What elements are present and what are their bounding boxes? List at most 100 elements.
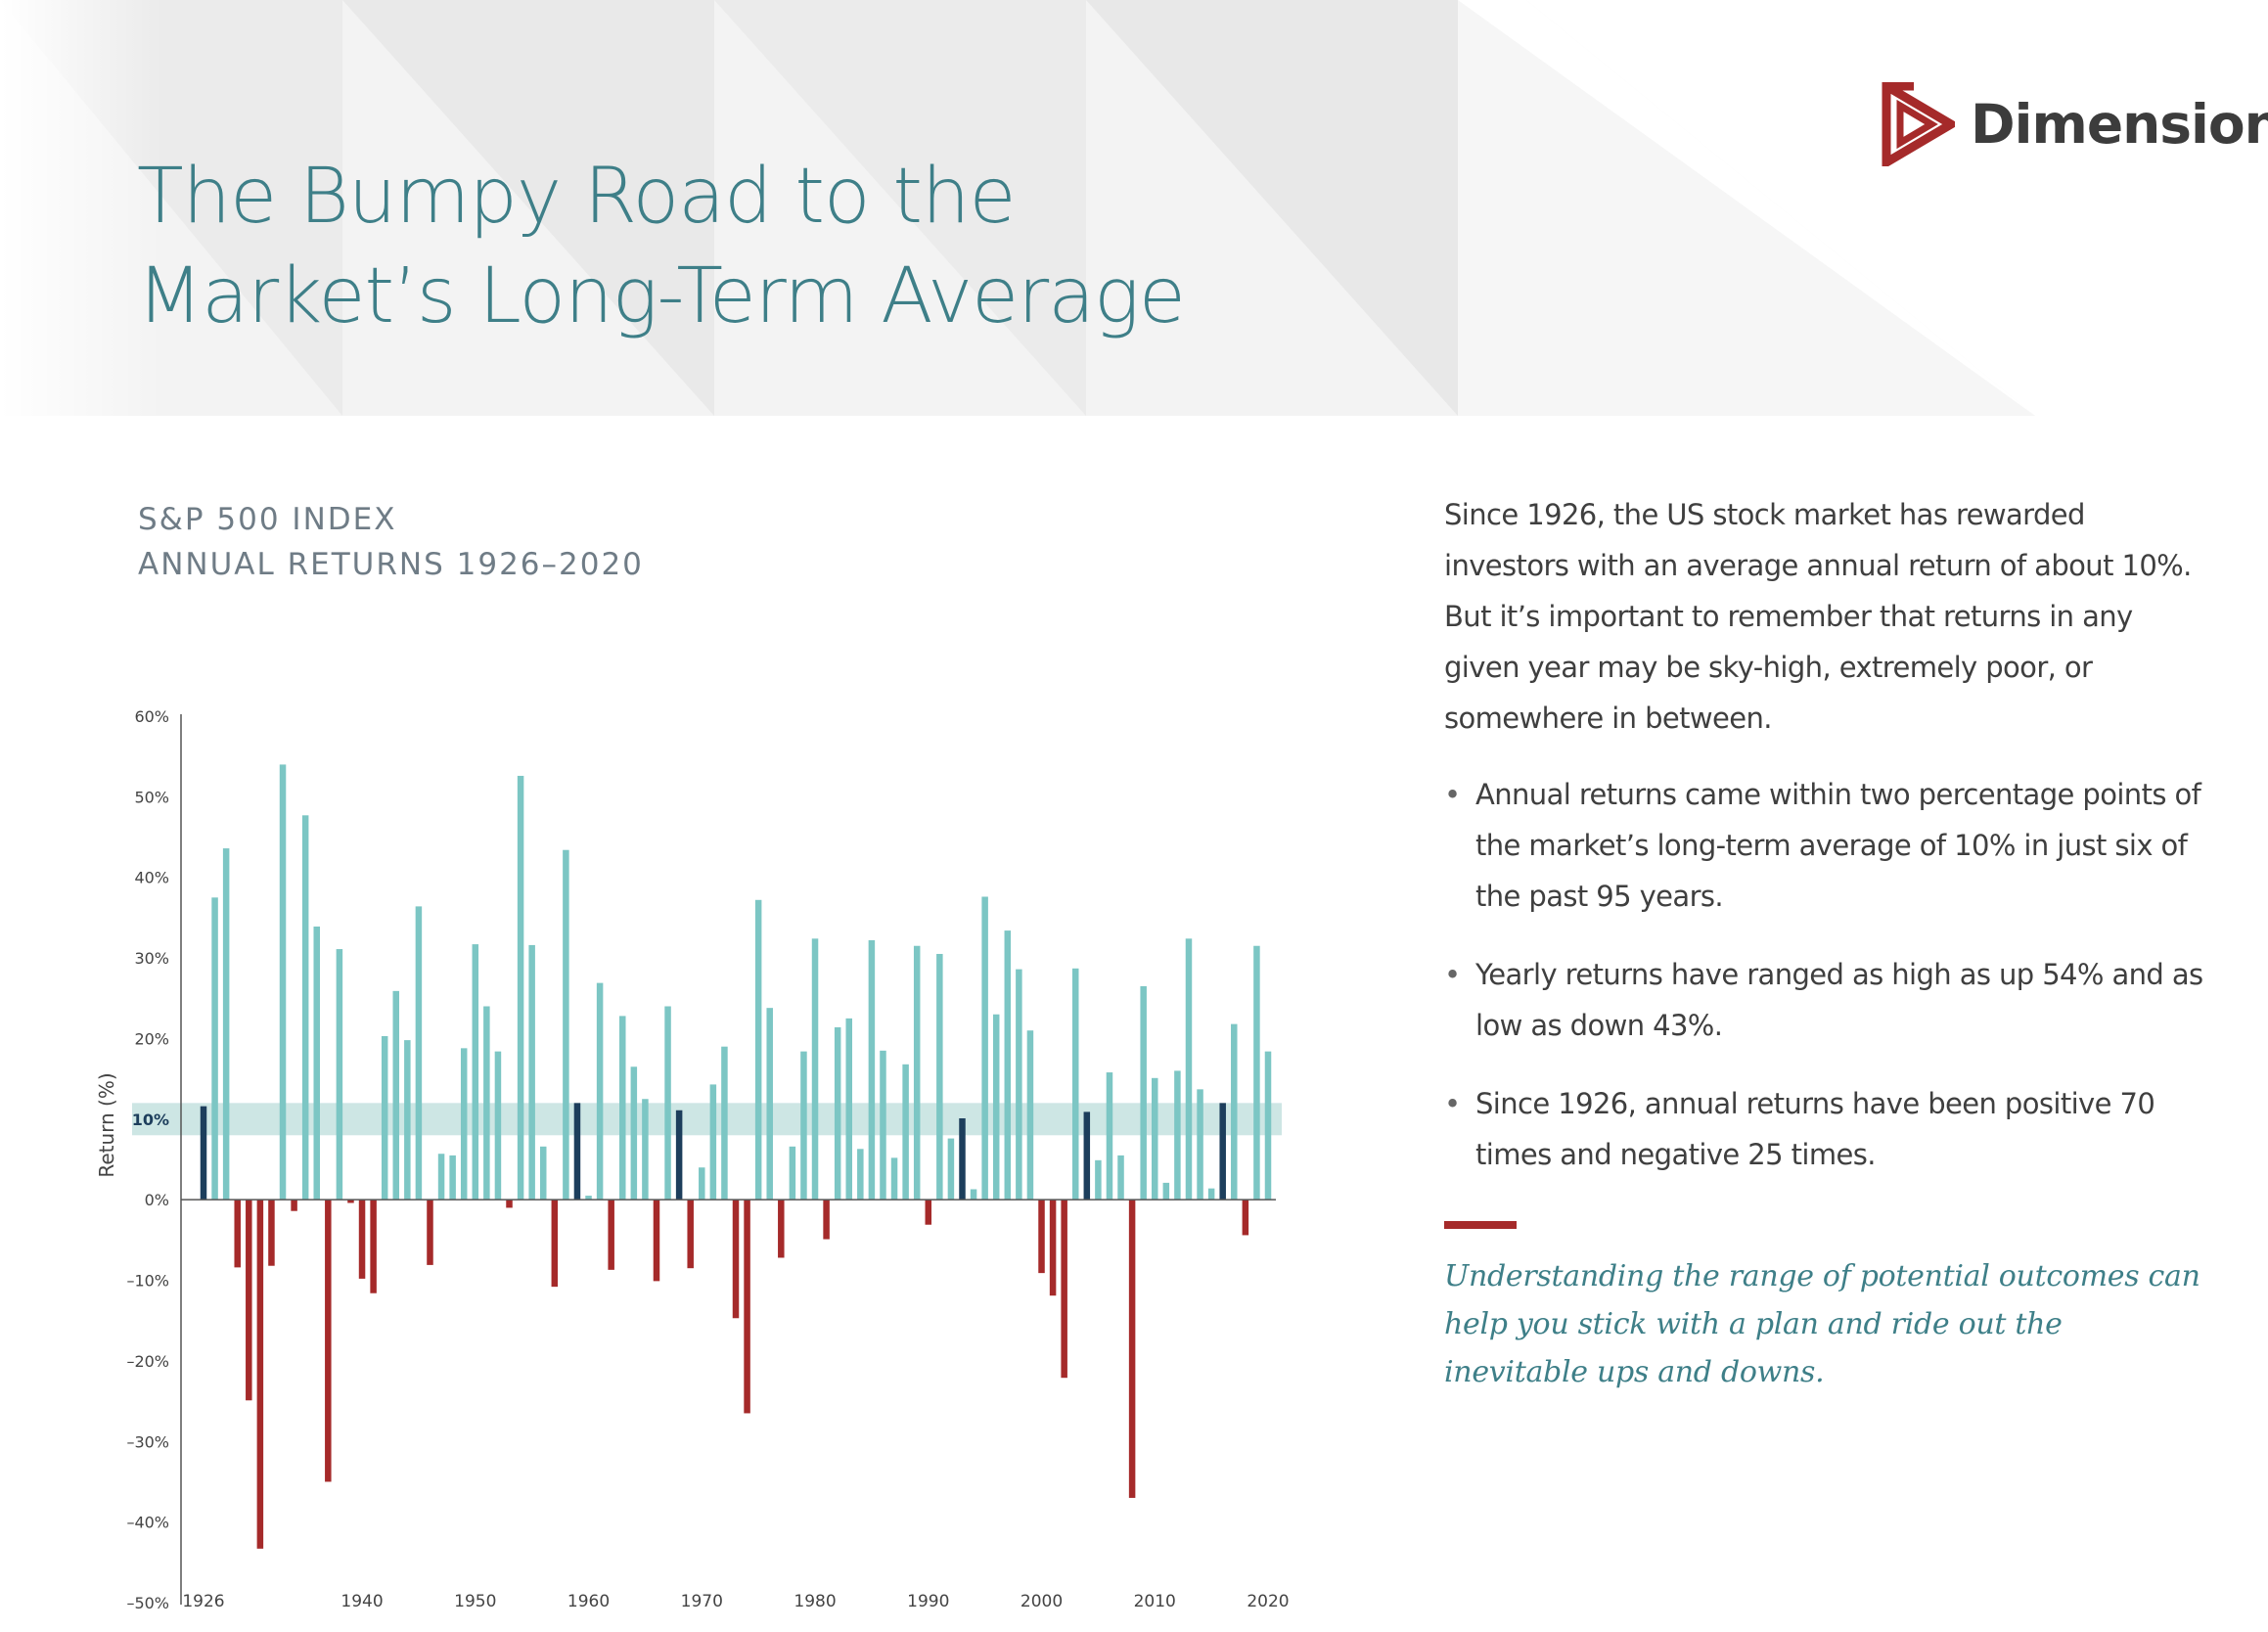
y-tick-label: 50% <box>134 788 169 806</box>
bar-1980 <box>811 938 819 1201</box>
bar-2018 <box>1242 1200 1249 1236</box>
header-background <box>0 0 2268 416</box>
bar-1991 <box>936 953 943 1201</box>
y-tick-label: –50% <box>126 1594 169 1612</box>
bar-1992 <box>947 1138 955 1201</box>
page-title-line-1: The Bumpy Road to the <box>137 153 1016 241</box>
key-point-3: • Since 1926, annual returns have been po… <box>1444 1078 2207 1180</box>
y-tick-label: 10% <box>132 1111 169 1129</box>
x-tick-label: 1970 <box>681 1592 723 1611</box>
x-tick-label: 1960 <box>567 1592 610 1611</box>
bar-1971 <box>709 1084 717 1201</box>
page-title: The Bumpy Road to the Market’s Long-Term… <box>137 147 1186 346</box>
bar-1945 <box>415 906 423 1201</box>
bar-1979 <box>800 1051 807 1201</box>
x-tick-label: 1926 <box>182 1592 224 1611</box>
bar-1948 <box>449 1155 456 1201</box>
bar-1933 <box>279 764 287 1201</box>
bar-1969 <box>687 1200 694 1269</box>
x-tick-label: 1950 <box>454 1592 496 1611</box>
y-tick-label: 30% <box>134 949 169 968</box>
bar-1989 <box>913 945 921 1201</box>
bar-1946 <box>427 1200 433 1265</box>
bar-1996 <box>992 1014 1000 1201</box>
bar-1952 <box>494 1051 502 1201</box>
bar-1927 <box>211 897 218 1201</box>
brand-logo: Dimensional <box>1881 82 2268 166</box>
x-tick-label: 1940 <box>340 1592 383 1611</box>
x-tick-label: 2010 <box>1134 1592 1176 1611</box>
intro-paragraph: Since 1926, the US stock market has rewa… <box>1444 498 2192 735</box>
bar-1972 <box>721 1046 728 1201</box>
x-tick-label: 2020 <box>1247 1592 1289 1611</box>
y-tick-labels: 60% 50% 40% 30% 20% 10% 0% –10% –20% –30% –40% –50% <box>126 707 169 1612</box>
bar-1964 <box>630 1066 638 1201</box>
y-tick-label: –10% <box>126 1272 169 1291</box>
bar-1932 <box>268 1200 275 1266</box>
bar-1974 <box>744 1200 750 1414</box>
key-point-1: • Annual returns came within two percenta… <box>1444 769 2207 922</box>
bar-1929 <box>234 1200 241 1268</box>
bar-1935 <box>301 815 309 1201</box>
bullet-icon: • <box>1444 958 1461 991</box>
chart-title-line-2: ANNUAL RETURNS 1926–2020 <box>138 547 644 582</box>
bar-2017 <box>1231 1023 1238 1201</box>
bar-1963 <box>619 1016 626 1201</box>
bar-2008 <box>1128 1200 1136 1498</box>
bars-group <box>200 764 1272 1549</box>
bar-1958 <box>563 849 569 1201</box>
bullet-icon: • <box>1444 778 1461 811</box>
key-point-3-text: Since 1926, annual returns have been pos… <box>1475 1087 2155 1171</box>
commentary-panel: Since 1926, the US stock market has rewa… <box>1444 489 2207 1396</box>
x-tick-labels: 1926 1940 1950 1960 1970 1980 1990 2000 2010 2020 <box>182 1592 1289 1611</box>
bar-2001 <box>1049 1200 1057 1296</box>
bar-2015 <box>1207 1188 1215 1201</box>
bar-2013 <box>1185 938 1193 1201</box>
bar-1954 <box>517 775 524 1201</box>
bar-1990 <box>925 1200 932 1225</box>
y-tick-label: –40% <box>126 1514 169 1532</box>
bar-1997 <box>1004 930 1012 1201</box>
bar-1967 <box>664 1006 671 1201</box>
bar-1941 <box>370 1200 377 1293</box>
bar-1995 <box>981 896 988 1201</box>
bar-2012 <box>1174 1070 1181 1201</box>
bar-2007 <box>1117 1155 1124 1201</box>
bar-1938 <box>336 949 343 1201</box>
bar-1947 <box>437 1154 445 1201</box>
chart-title-line-1: S&P 500 INDEX <box>138 502 397 537</box>
page-title-line-2: Market’s Long-Term Average <box>137 252 1186 340</box>
bar-1994 <box>970 1189 977 1201</box>
key-point-2-text: Yearly returns have ranged as high as up… <box>1475 958 2203 1042</box>
y-tick-label: 20% <box>134 1029 169 1048</box>
bar-2016 <box>1219 1103 1226 1201</box>
brand-name: Dimensional <box>1971 93 2268 156</box>
bar-1962 <box>608 1200 614 1270</box>
bar-1987 <box>890 1157 898 1201</box>
bar-2014 <box>1197 1089 1203 1201</box>
bar-1982 <box>834 1026 841 1201</box>
bar-1955 <box>528 944 535 1201</box>
bar-2020 <box>1264 1051 1272 1201</box>
key-points-list: • Annual returns came within two percenta… <box>1444 769 2207 1180</box>
bar-1949 <box>460 1048 468 1201</box>
annual-returns-bar-chart: 60% 50% 40% 30% 20% 10% 0% –10% –20% –30% –40% –50%… <box>95 707 1290 1612</box>
bar-2003 <box>1071 968 1079 1201</box>
bar-2002 <box>1061 1200 1067 1379</box>
y-tick-label: –30% <box>126 1432 169 1451</box>
bar-1981 <box>823 1200 830 1240</box>
dimensional-triangle-logo-icon <box>1882 82 1955 166</box>
bar-1934 <box>291 1200 297 1211</box>
bar-2000 <box>1038 1200 1045 1274</box>
bar-1983 <box>845 1018 852 1201</box>
bar-1942 <box>381 1035 388 1201</box>
y-tick-label: 40% <box>134 869 169 887</box>
bar-1973 <box>732 1200 740 1319</box>
bar-1950 <box>472 944 479 1201</box>
bar-1968 <box>675 1110 683 1201</box>
bar-1936 <box>313 926 320 1201</box>
bar-1975 <box>754 899 762 1201</box>
x-tick-label: 2000 <box>1021 1592 1063 1611</box>
bar-1928 <box>222 848 230 1201</box>
bar-1957 <box>551 1200 559 1288</box>
